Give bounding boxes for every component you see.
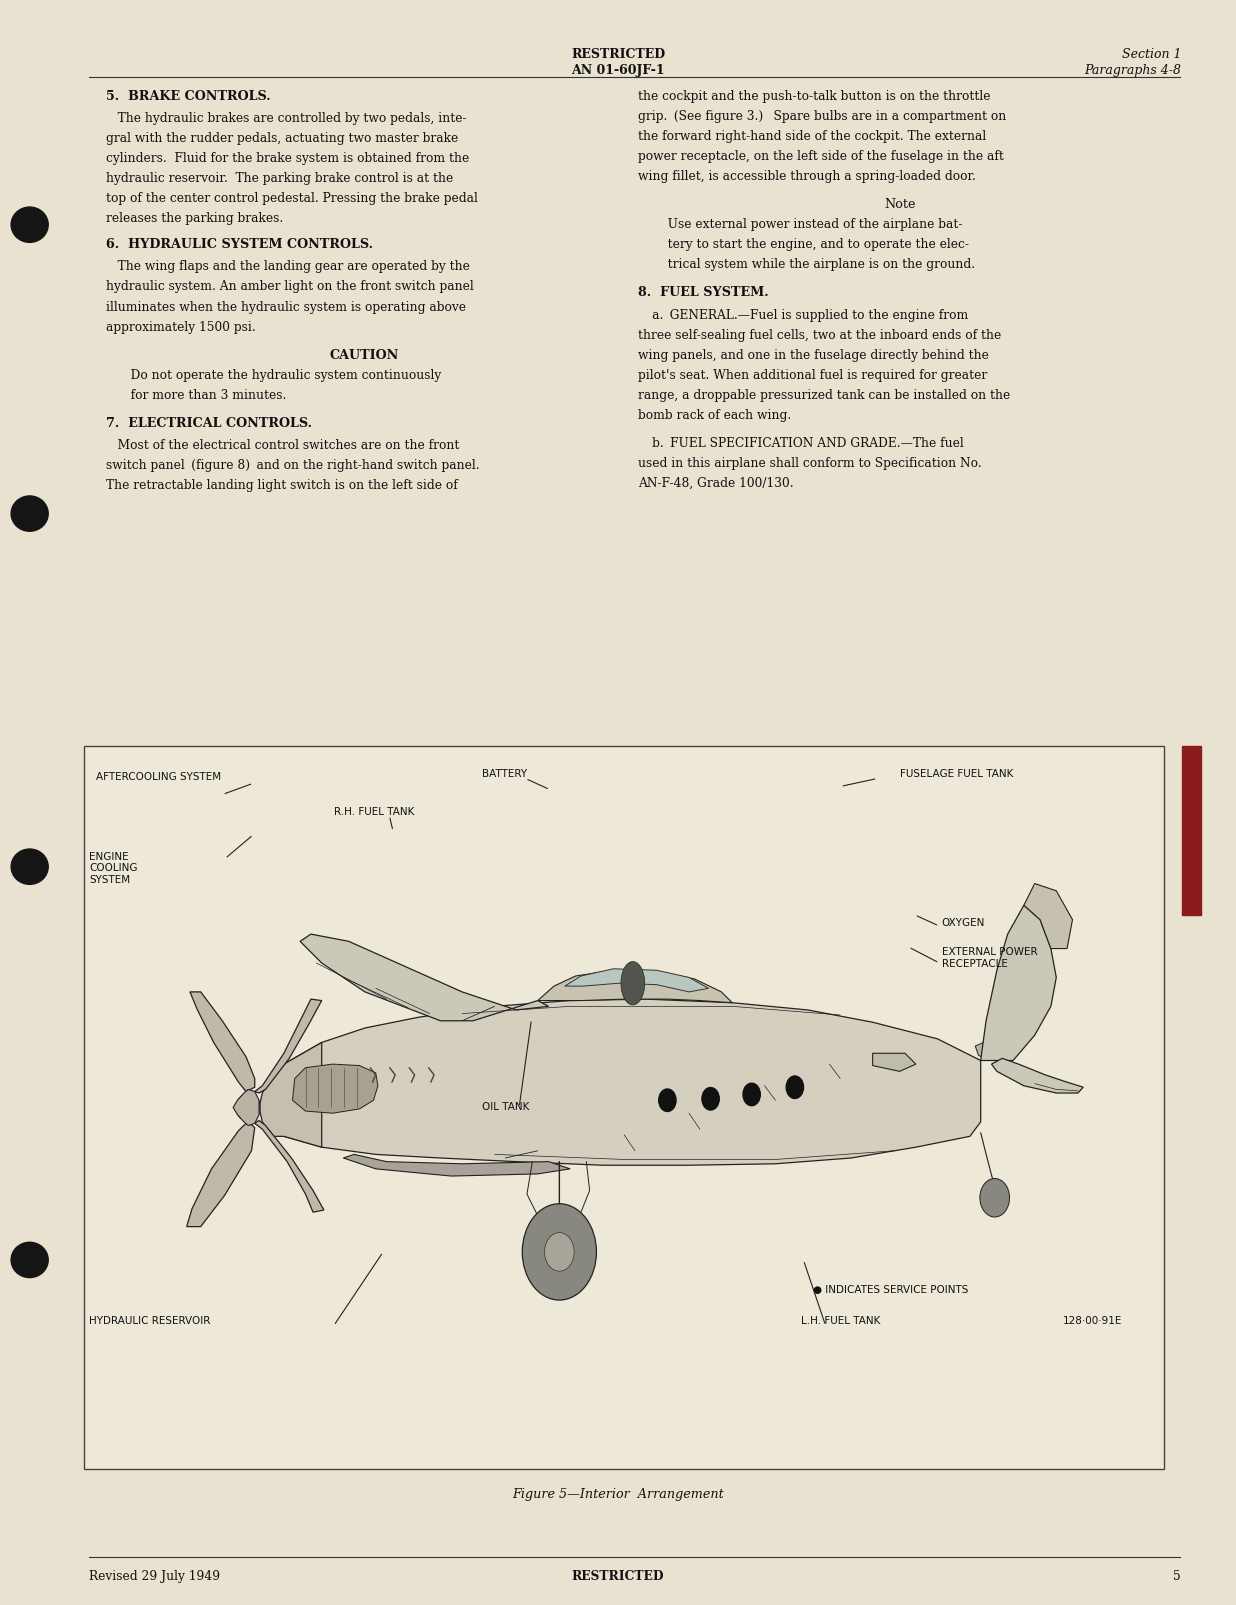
Text: 7.  ELECTRICAL CONTROLS.: 7. ELECTRICAL CONTROLS. [106, 417, 313, 430]
Polygon shape [975, 1038, 1014, 1061]
Ellipse shape [236, 1093, 260, 1122]
Text: bomb rack of each wing.: bomb rack of each wing. [638, 409, 791, 422]
Text: trical system while the airplane is on the ground.: trical system while the airplane is on t… [656, 258, 975, 271]
Text: grip.  (See figure 3.)   Spare bulbs are in a compartment on: grip. (See figure 3.) Spare bulbs are in… [638, 109, 1006, 124]
Text: Most of the electrical control switches are on the front: Most of the electrical control switches … [106, 438, 460, 453]
Circle shape [702, 1088, 719, 1111]
Polygon shape [255, 998, 321, 1093]
Text: EXTERNAL POWER
RECEPTACLE: EXTERNAL POWER RECEPTACLE [942, 947, 1037, 969]
Circle shape [743, 1083, 760, 1106]
Text: for more than 3 minutes.: for more than 3 minutes. [119, 388, 286, 401]
Text: cylinders.  Fluid for the brake system is obtained from the: cylinders. Fluid for the brake system is… [106, 152, 470, 165]
Text: top of the center control pedestal. Pressing the brake pedal: top of the center control pedestal. Pres… [106, 193, 478, 205]
Text: approximately 1500 psi.: approximately 1500 psi. [106, 321, 256, 334]
Text: CAUTION: CAUTION [330, 348, 399, 361]
Text: RESTRICTED: RESTRICTED [572, 1570, 664, 1583]
Polygon shape [300, 934, 549, 1021]
Text: Paragraphs 4-8: Paragraphs 4-8 [1085, 64, 1182, 77]
Text: switch panel  (figure 8)  and on the right-hand switch panel.: switch panel (figure 8) and on the right… [106, 459, 480, 472]
Text: tery to start the engine, and to operate the elec-: tery to start the engine, and to operate… [656, 238, 969, 252]
Text: HYDRAULIC RESERVOIR: HYDRAULIC RESERVOIR [89, 1316, 210, 1326]
Text: AN 01-60JF-1: AN 01-60JF-1 [571, 64, 665, 77]
Bar [84, 746, 1164, 1469]
Polygon shape [991, 1058, 1083, 1093]
Polygon shape [1023, 883, 1073, 949]
Circle shape [523, 1204, 597, 1300]
Text: Do not operate the hydraulic system continuously: Do not operate the hydraulic system cont… [119, 369, 441, 382]
Text: 8.  FUEL SYSTEM.: 8. FUEL SYSTEM. [638, 286, 769, 300]
Polygon shape [344, 1154, 570, 1176]
Text: ● INDICATES SERVICE POINTS: ● INDICATES SERVICE POINTS [813, 1286, 969, 1295]
Text: used in this airplane shall conform to Specification No.: used in this airplane shall conform to S… [638, 457, 981, 470]
Text: BATTERY: BATTERY [482, 769, 528, 778]
Circle shape [980, 1178, 1010, 1217]
Bar [1182, 746, 1201, 915]
Text: hydraulic system. An amber light on the front switch panel: hydraulic system. An amber light on the … [106, 281, 475, 294]
Polygon shape [260, 1043, 321, 1148]
Ellipse shape [11, 496, 48, 531]
Ellipse shape [11, 207, 48, 242]
Text: ENGINE
COOLING
SYSTEM: ENGINE COOLING SYSTEM [89, 852, 137, 884]
Text: R.H. FUEL TANK: R.H. FUEL TANK [334, 807, 414, 817]
Circle shape [786, 1075, 803, 1098]
Polygon shape [187, 1122, 255, 1226]
Text: 6.  HYDRAULIC SYSTEM CONTROLS.: 6. HYDRAULIC SYSTEM CONTROLS. [106, 238, 373, 252]
Text: the cockpit and the push-to-talk button is on the throttle: the cockpit and the push-to-talk button … [638, 90, 990, 103]
Polygon shape [873, 1053, 916, 1072]
Text: L.H. FUEL TANK: L.H. FUEL TANK [801, 1316, 880, 1326]
Text: range, a droppable pressurized tank can be installed on the: range, a droppable pressurized tank can … [638, 388, 1010, 401]
Text: b.  FUEL SPECIFICATION AND GRADE.—The fuel: b. FUEL SPECIFICATION AND GRADE.—The fue… [638, 437, 964, 449]
Text: gral with the rudder pedals, actuating two master brake: gral with the rudder pedals, actuating t… [106, 132, 459, 144]
Polygon shape [234, 1090, 260, 1125]
Circle shape [659, 1090, 676, 1111]
Text: 128·00·91E: 128·00·91E [1063, 1316, 1122, 1326]
Text: AFTERCOOLING SYSTEM: AFTERCOOLING SYSTEM [96, 772, 221, 782]
Polygon shape [517, 1050, 905, 1159]
Polygon shape [284, 998, 980, 1165]
Text: The retractable landing light switch is on the left side of: The retractable landing light switch is … [106, 478, 459, 493]
Text: the forward right-hand side of the cockpit. The external: the forward right-hand side of the cockp… [638, 130, 986, 143]
Ellipse shape [11, 849, 48, 884]
Text: Section 1: Section 1 [1122, 48, 1182, 61]
Text: FUSELAGE FUEL TANK: FUSELAGE FUEL TANK [900, 769, 1014, 778]
Polygon shape [565, 969, 708, 992]
Text: The hydraulic brakes are controlled by two pedals, inte-: The hydraulic brakes are controlled by t… [106, 112, 467, 125]
Text: illuminates when the hydraulic system is operating above: illuminates when the hydraulic system is… [106, 300, 466, 313]
Text: Revised 29 July 1949: Revised 29 July 1949 [89, 1570, 220, 1583]
Text: pilot's seat. When additional fuel is required for greater: pilot's seat. When additional fuel is re… [638, 369, 988, 382]
Polygon shape [190, 992, 255, 1091]
Ellipse shape [620, 961, 645, 1005]
Text: OIL TANK: OIL TANK [482, 1103, 529, 1112]
Text: a.  GENERAL.—Fuel is supplied to the engine from: a. GENERAL.—Fuel is supplied to the engi… [638, 308, 968, 321]
Text: power receptacle, on the left side of the fuselage in the aft: power receptacle, on the left side of th… [638, 149, 1004, 164]
Text: Use external power instead of the airplane bat-: Use external power instead of the airpla… [656, 218, 963, 231]
Text: releases the parking brakes.: releases the parking brakes. [106, 212, 283, 225]
Text: The wing flaps and the landing gear are operated by the: The wing flaps and the landing gear are … [106, 260, 470, 273]
Polygon shape [255, 1120, 324, 1212]
Text: 5.  BRAKE CONTROLS.: 5. BRAKE CONTROLS. [106, 90, 271, 103]
Text: wing fillet, is accessible through a spring-loaded door.: wing fillet, is accessible through a spr… [638, 170, 975, 183]
Polygon shape [538, 969, 732, 1003]
Ellipse shape [11, 1242, 48, 1278]
Text: OXYGEN: OXYGEN [942, 918, 985, 928]
Text: RESTRICTED: RESTRICTED [571, 48, 665, 61]
Text: wing panels, and one in the fuselage directly behind the: wing panels, and one in the fuselage dir… [638, 348, 989, 361]
Polygon shape [980, 905, 1057, 1061]
Text: Figure 5—Interior  Arrangement: Figure 5—Interior Arrangement [512, 1488, 724, 1501]
Text: three self-sealing fuel cells, two at the inboard ends of the: three self-sealing fuel cells, two at th… [638, 329, 1001, 342]
Text: hy​draulic reservoir.  The parking brake control is at the: hy​draulic reservoir. The parking brake … [106, 172, 454, 185]
Text: Note: Note [884, 197, 916, 212]
Text: AN-F-48, Grade 100/130.: AN-F-48, Grade 100/130. [638, 477, 794, 490]
Circle shape [545, 1233, 575, 1271]
Text: 5: 5 [1173, 1570, 1180, 1583]
Polygon shape [293, 1064, 378, 1114]
